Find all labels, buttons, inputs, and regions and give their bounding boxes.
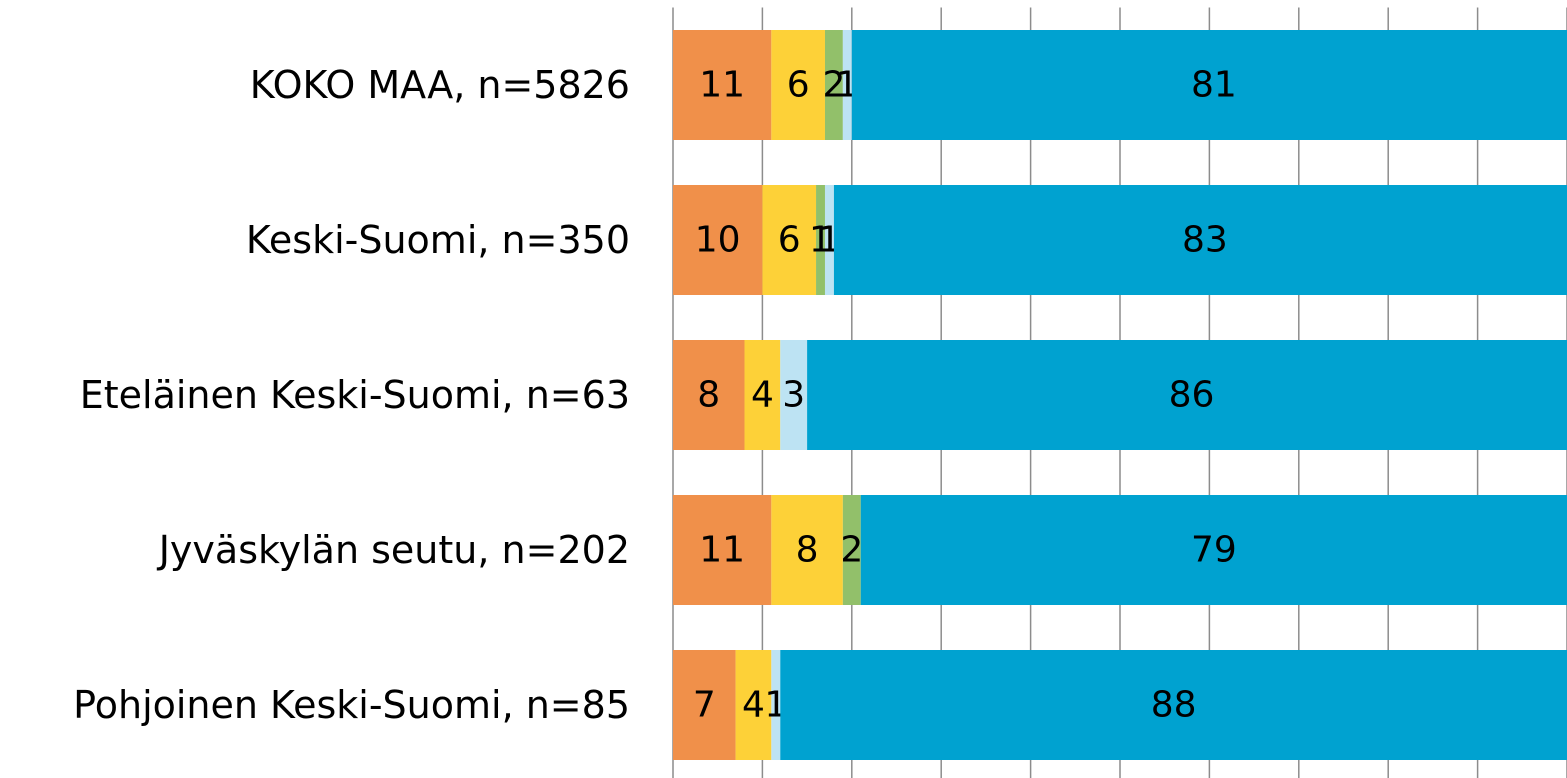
data-label: 79 [1191, 530, 1237, 571]
bar-segment [851, 30, 1567, 140]
bar-segment [771, 30, 825, 140]
data-label: 6 [787, 65, 810, 106]
bar-segment [860, 495, 1567, 605]
data-label: 88 [1151, 685, 1197, 726]
bar-segment [735, 650, 772, 760]
bar-segment [744, 340, 781, 450]
category-label: Keski-Suomi, n=350 [246, 218, 630, 262]
bar-segment [842, 30, 852, 140]
bar-segment [824, 185, 834, 295]
bar-segment [807, 340, 1567, 450]
category-label: Eteläinen Keski-Suomi, n=63 [80, 373, 630, 417]
data-label: 4 [742, 685, 765, 726]
bar-segment [673, 650, 736, 760]
category-label: Jyväskylän seutu, n=202 [157, 528, 630, 572]
data-label: 10 [695, 220, 741, 261]
data-label: 86 [1169, 375, 1215, 416]
bar-segment [673, 30, 772, 140]
bar-segment [673, 340, 745, 450]
bar-segment [780, 650, 1567, 760]
bar-segment [771, 650, 781, 760]
data-label: 2 [840, 530, 863, 571]
data-label: 2 [822, 65, 845, 106]
data-label: 3 [782, 375, 805, 416]
bar-segment [824, 30, 843, 140]
data-label: 4 [751, 375, 774, 416]
data-label: 11 [699, 530, 745, 571]
bar-segment [816, 185, 825, 295]
data-label: 81 [1191, 65, 1237, 106]
bar-segment [762, 185, 817, 295]
bar-segment [780, 340, 808, 450]
data-label: 7 [693, 685, 716, 726]
data-label: 83 [1182, 220, 1228, 261]
bar-segment [833, 185, 1567, 295]
bar-segment [673, 495, 772, 605]
bar-segment [771, 495, 843, 605]
data-label: 8 [796, 530, 819, 571]
category-label: Pohjoinen Keski-Suomi, n=85 [73, 683, 630, 727]
data-label: 11 [699, 65, 745, 106]
category-label: KOKO MAA, n=5826 [250, 63, 630, 107]
bar-segment [842, 495, 861, 605]
data-label: 8 [697, 375, 720, 416]
bar-segment [673, 185, 763, 295]
data-label: 6 [778, 220, 801, 261]
